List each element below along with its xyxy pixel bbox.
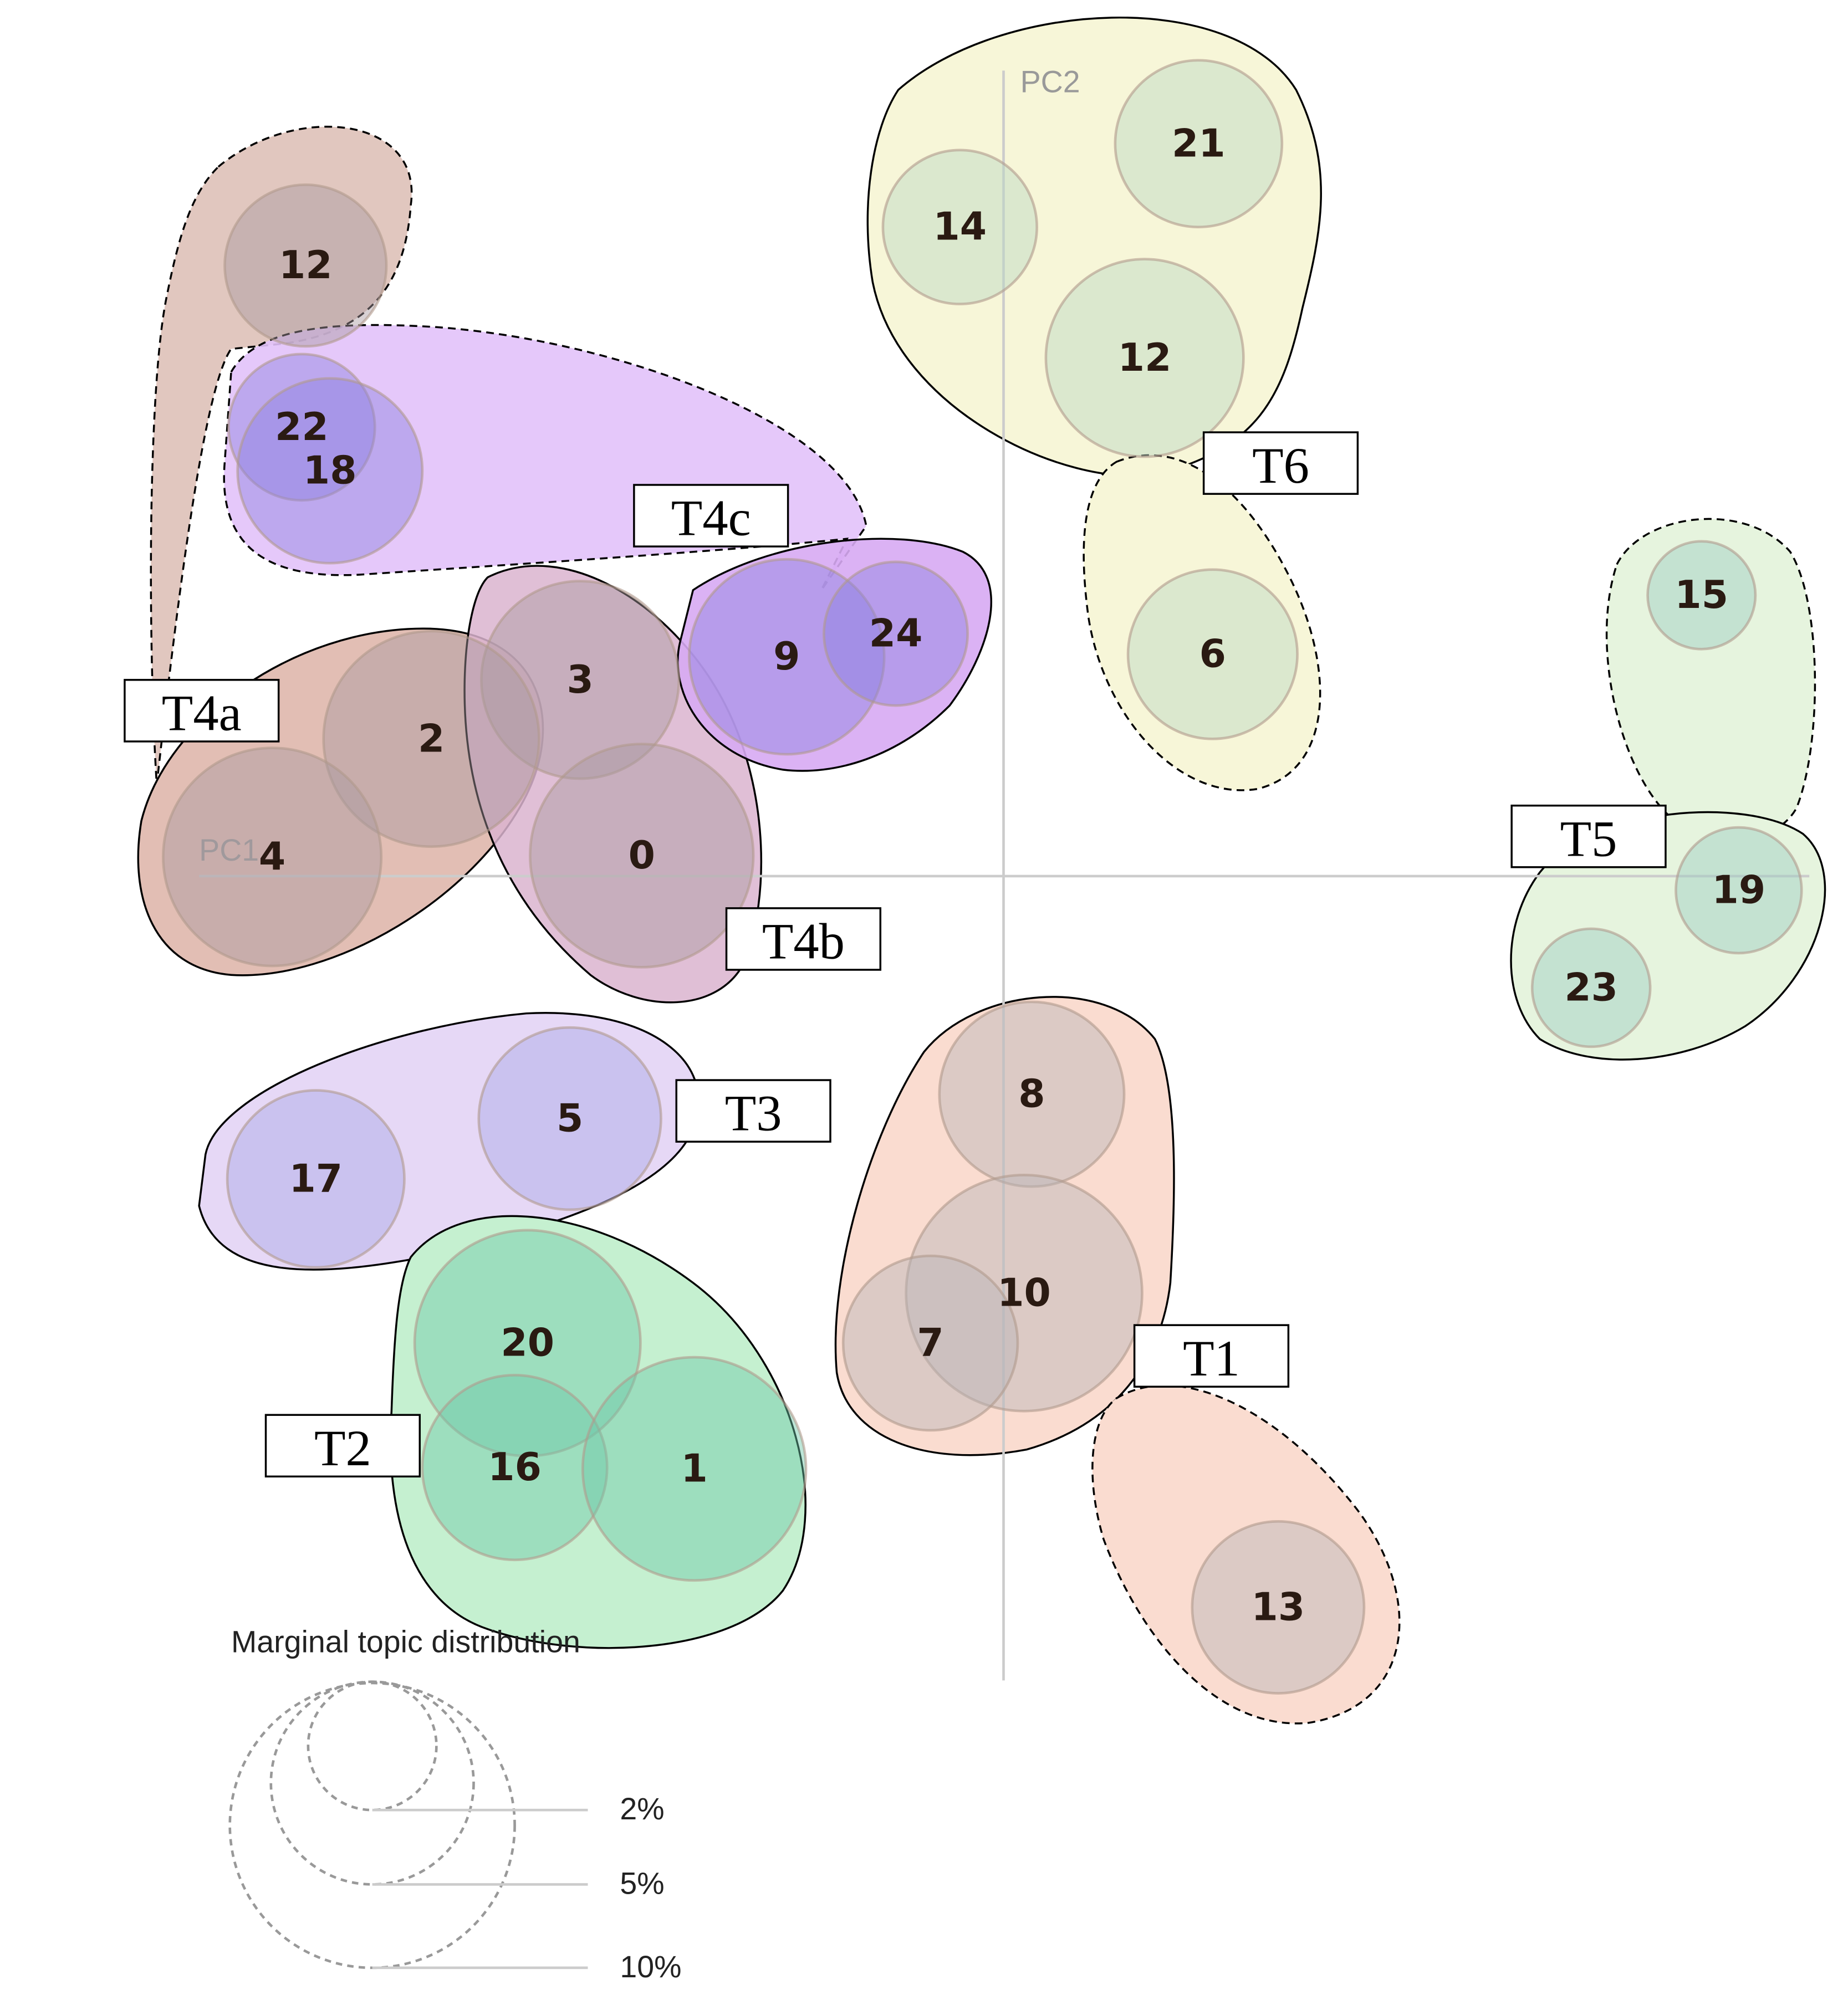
legend-title: Marginal topic distribution [231,1624,580,1659]
topic-label: 14 [933,205,987,249]
topic-label: 8 [1018,1072,1045,1117]
topic-circle [938,1000,1126,1188]
topic-circle [223,183,388,348]
group-label: T4a [162,685,242,742]
axis-label: PC1 [199,833,259,867]
group-label: T4b [762,913,845,970]
legend-circle [228,1681,516,1970]
topic-circle [421,1374,609,1562]
topic-circle [881,149,1039,305]
topic-label: 1 [681,1446,707,1491]
topic-label: 16 [488,1445,542,1490]
topic-label: 9 [773,635,800,679]
topic-circle [688,557,886,756]
topic-label: 23 [1564,965,1618,1010]
topic-label: 20 [501,1321,554,1365]
group-box [633,484,789,548]
topic-circle [905,1174,1143,1413]
topic-label: 4 [259,835,285,879]
topic-circle [477,1026,662,1211]
topic-circle [226,1089,406,1269]
legend-circle [269,1680,475,1886]
group-box [264,1414,421,1478]
topic-circle [823,560,969,707]
topic-circle [1530,927,1652,1048]
topic-circle [841,1254,1019,1432]
topic-label: 17 [289,1157,343,1201]
group-box [124,679,280,743]
group-box [1133,1324,1290,1388]
topic-circle [236,377,424,565]
topic-circle [1114,59,1284,229]
topic-label: 3 [566,658,593,702]
topic-circle [529,743,755,969]
topic-label: 24 [869,612,923,656]
topic-label: 5 [557,1096,583,1140]
legend-label: 10% [620,1950,681,1984]
topic-label: 0 [629,833,655,878]
legend-label: 2% [620,1792,664,1826]
cluster [1605,518,1816,841]
topic-circle [581,1356,808,1582]
topic-label: 22 [275,405,329,449]
cluster [677,538,993,772]
group-labels: T4a T4c T6 T5 T4b T3 T1 T2 [124,431,1667,1478]
group-label: T6 [1252,437,1309,494]
topic-label: 12 [279,243,333,288]
cluster [1091,1384,1401,1725]
topic-label: 7 [917,1321,943,1365]
topic-circle [1044,258,1245,458]
group-box [1202,431,1359,495]
axis-label: PC2 [1020,65,1080,99]
legend-label: 5% [620,1866,664,1900]
group-box [725,907,882,971]
topic-circle [1191,1520,1366,1695]
topic-label: 6 [1199,632,1226,677]
group-label: T3 [725,1085,782,1142]
topic-label: 19 [1712,868,1766,912]
topic-label: 15 [1675,573,1728,617]
topic-circle [322,630,540,848]
topic-label: 18 [303,449,357,493]
topic-label: 12 [1118,336,1172,380]
topic-circle [1675,826,1803,955]
legend-circle [307,1680,438,1812]
group-label: T5 [1560,810,1617,867]
cluster [150,125,413,785]
group-box [1510,804,1667,868]
group-box [675,1079,831,1143]
group-label: T4c [671,490,751,547]
topic-circle [1646,540,1757,651]
topic-circle [480,580,681,780]
cluster-shapes [137,17,1826,1725]
cluster [866,17,1322,477]
group-label: T1 [1183,1330,1240,1387]
group-label: T2 [314,1420,371,1477]
topic-label: 21 [1172,121,1226,166]
legend: Marginal topic distribution 2% 5% 10% [228,1624,682,1984]
topic-label: 10 [997,1271,1051,1315]
topic-circle [162,746,383,968]
topic-circle [413,1229,642,1457]
topic-circle [227,352,376,502]
cluster [1510,811,1826,1061]
cluster [1083,454,1321,791]
topic-label: 13 [1252,1585,1305,1629]
topic-label: 2 [418,717,445,761]
topic-circle [1126,568,1299,740]
